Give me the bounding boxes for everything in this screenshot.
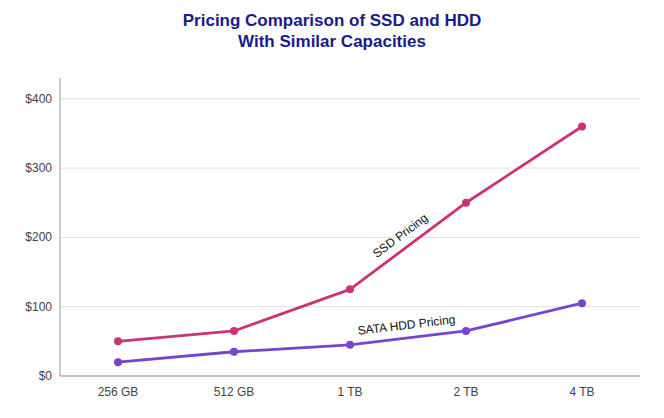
series-marker: [462, 199, 470, 207]
x-axis-line: [60, 376, 640, 377]
series-marker: [346, 341, 354, 349]
series-marker: [578, 299, 586, 307]
chart: Pricing Comparison of SSD and HDD With Si…: [0, 0, 664, 418]
series-marker: [346, 285, 354, 293]
plot-area: [114, 123, 586, 367]
series-marker: [114, 358, 122, 366]
series-line: [118, 127, 582, 342]
grid-line: [60, 376, 640, 377]
series-marker: [578, 123, 586, 131]
series-label: SSD Pricing: [370, 211, 430, 261]
x-tick-label: 256 GB: [98, 385, 139, 399]
x-tick-label: 512 GB: [214, 385, 255, 399]
y-axis-line: [60, 78, 61, 376]
grid-line: [60, 306, 640, 307]
series-marker: [230, 348, 238, 356]
series-marker: [114, 337, 122, 345]
y-tick-label: $0: [39, 369, 53, 383]
series-marker: [462, 327, 470, 335]
series-marker: [230, 327, 238, 335]
y-tick-label: $400: [25, 92, 52, 106]
title-line: With Similar Capacities: [238, 32, 426, 51]
title-line: Pricing Comparison of SSD and HDD: [183, 11, 481, 30]
grid-line: [60, 168, 640, 169]
x-tick-label: 2 TB: [453, 385, 478, 399]
series-label: SATA HDD Pricing: [357, 312, 456, 338]
series-labels: SSD Pricing SATA HDD Pricing: [357, 211, 456, 338]
y-axis: $0 $100 $200 $300 $400: [25, 92, 640, 383]
series-line: [118, 303, 582, 362]
grid-line: [60, 98, 640, 99]
x-tick-label: 4 TB: [569, 385, 594, 399]
y-tick-label: $300: [25, 161, 52, 175]
y-tick-label: $100: [25, 300, 52, 314]
x-axis: 256 GB 512 GB 1 TB 2 TB 4 TB: [98, 385, 595, 399]
y-tick-label: $200: [25, 230, 52, 244]
x-tick-label: 1 TB: [337, 385, 362, 399]
title: Pricing Comparison of SSD and HDD With Si…: [183, 11, 481, 51]
grid-line: [60, 237, 640, 238]
